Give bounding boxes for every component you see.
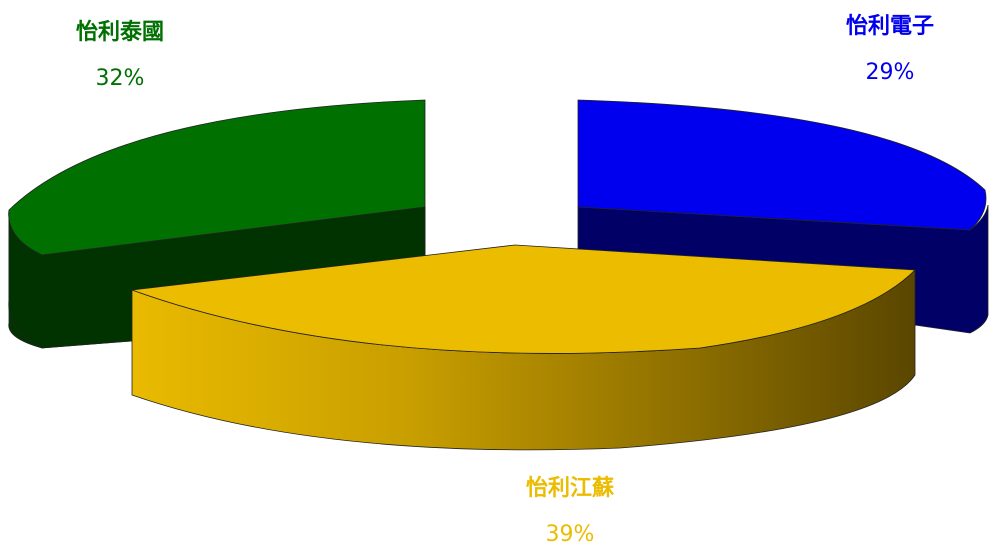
label-thailand-name: 怡利泰國	[75, 20, 164, 45]
slice-electronics-top	[577, 99, 987, 231]
label-thailand: 怡利泰國 32%	[40, 20, 200, 92]
label-electronics-value: 29%	[865, 60, 915, 85]
slice-jiangsu	[131, 244, 916, 451]
label-electronics-name: 怡利電子	[845, 14, 934, 39]
label-thailand-value: 32%	[95, 66, 145, 91]
label-jiangsu: 怡利江蘇 39%	[490, 476, 650, 548]
label-jiangsu-value: 39%	[545, 522, 595, 547]
label-electronics: 怡利電子 29%	[810, 14, 970, 86]
label-jiangsu-name: 怡利江蘇	[525, 476, 614, 501]
slice-thailand-top	[8, 99, 426, 256]
slice-electronics-side	[577, 204, 989, 334]
slice-electronics	[577, 99, 989, 334]
slice-jiangsu-top	[131, 244, 916, 354]
